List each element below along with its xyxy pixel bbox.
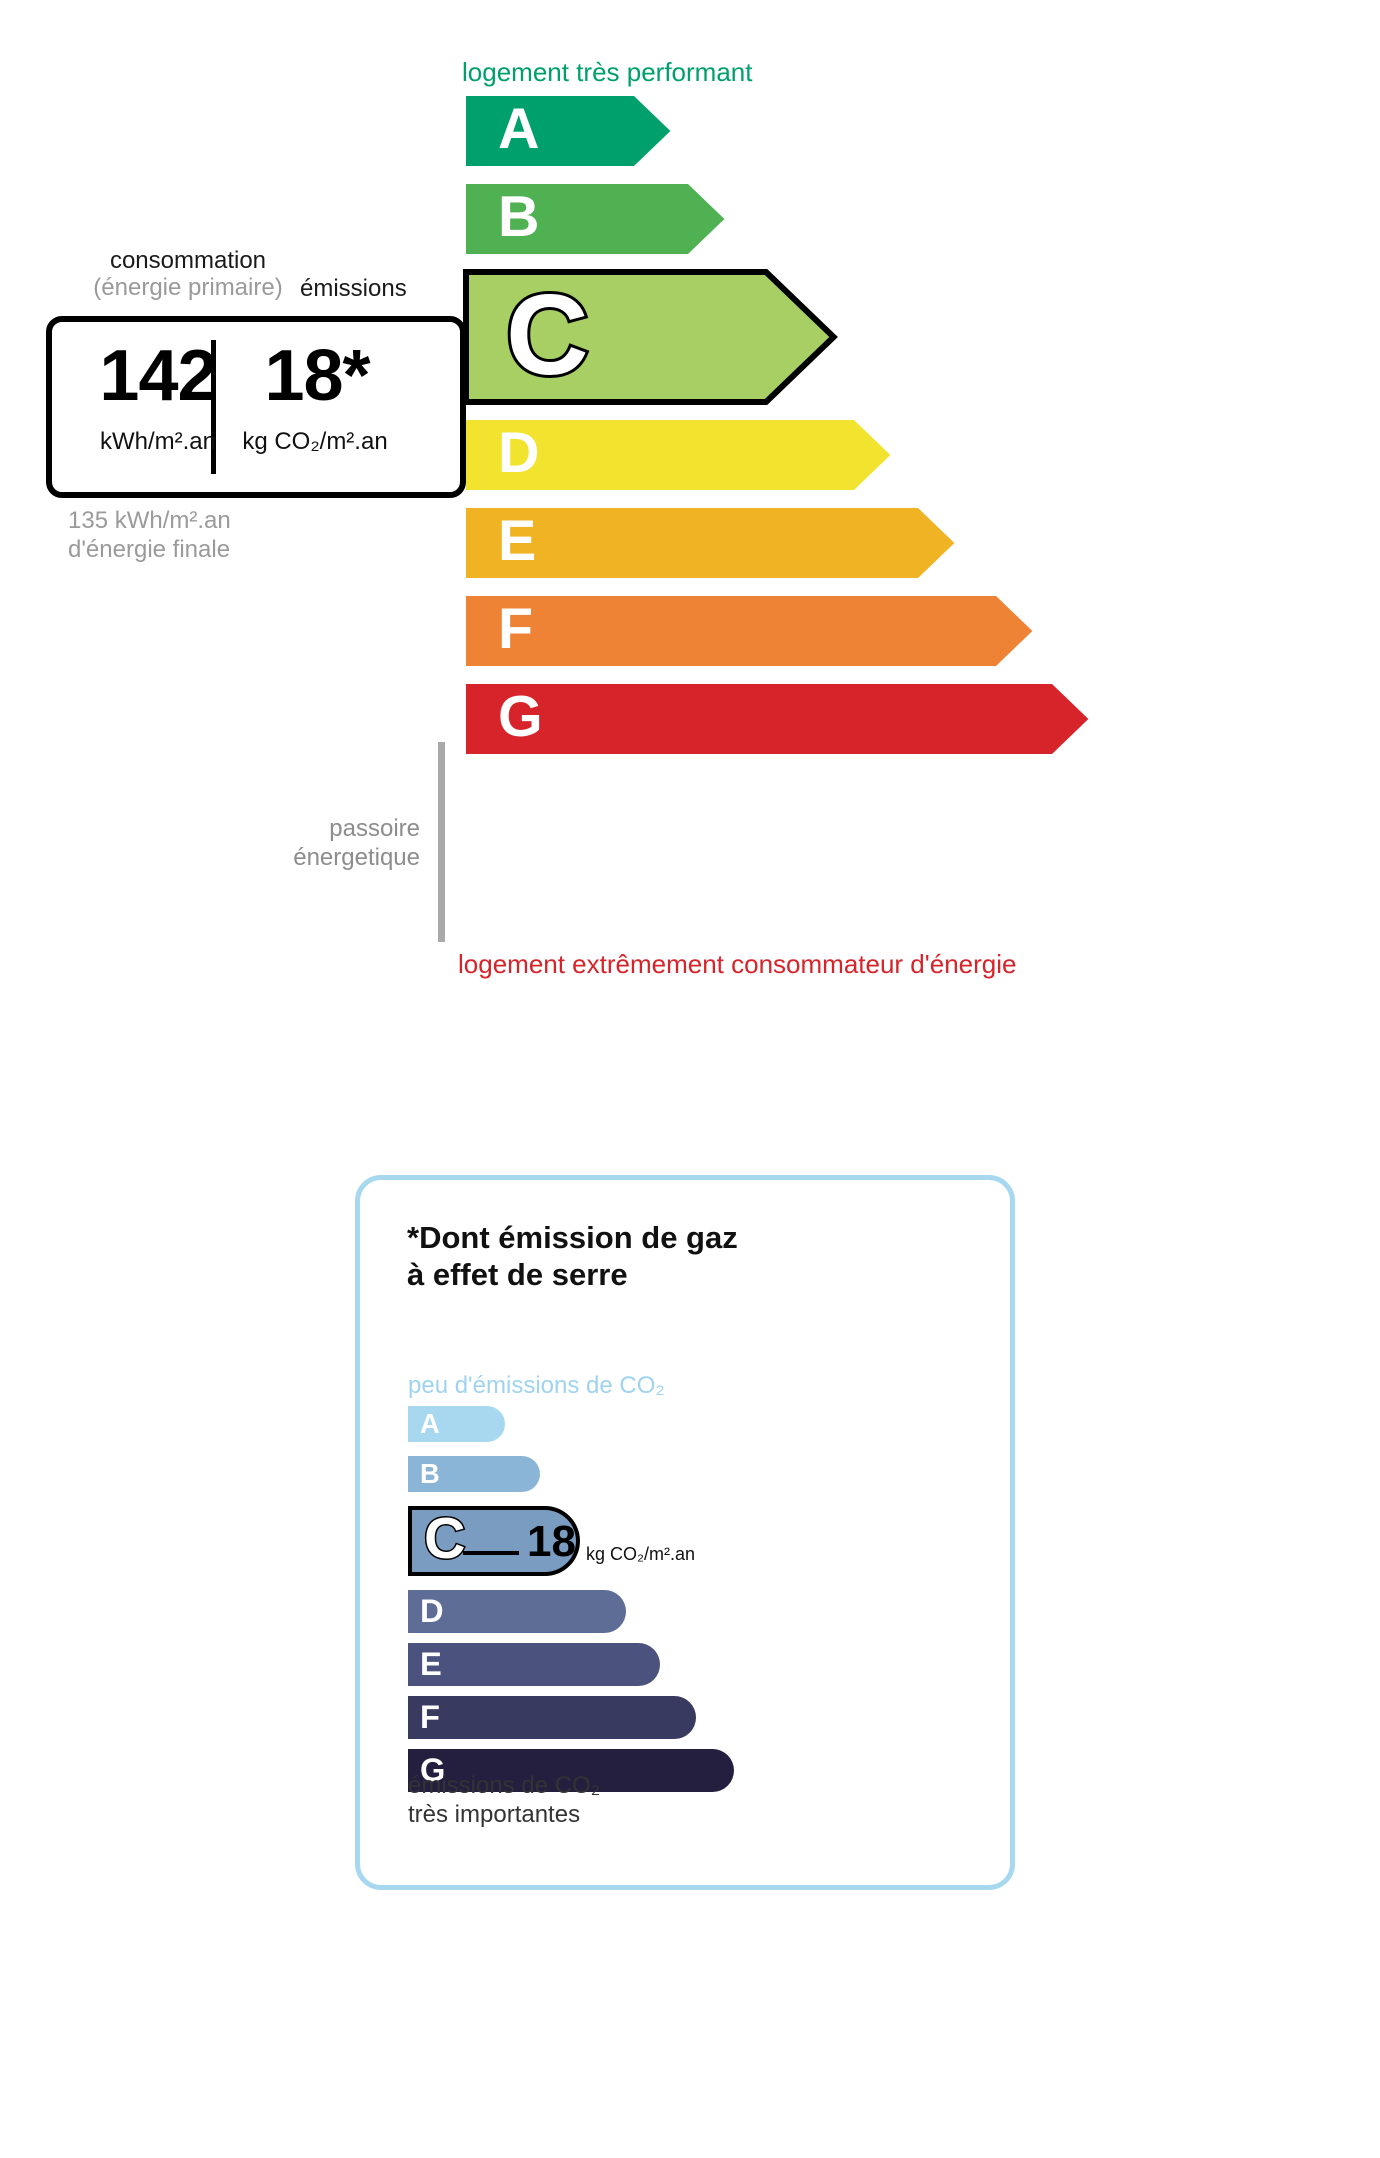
co2-value-unit: kg CO₂/m².an <box>586 1544 696 1564</box>
co2-letter-g: G <box>420 1750 446 1788</box>
co2-row-b: B <box>408 1456 540 1492</box>
emission-value: 18* <box>264 336 370 416</box>
co2-leader-line <box>463 1551 519 1555</box>
co2-row-f: F <box>408 1696 696 1739</box>
co2-letter-d: D <box>420 1591 444 1629</box>
co2-letter-e: E <box>420 1644 442 1682</box>
co2-value: 18 <box>527 1517 576 1566</box>
co2-row-c: C <box>408 1506 580 1576</box>
co2-row-a: A <box>408 1406 505 1442</box>
emissions-label: émissions <box>300 275 407 302</box>
co2-bottom-caption-line-1: émissions de CO₂ <box>408 1772 601 1799</box>
primary-energy-value: 142 <box>99 336 217 416</box>
co2-letter-f: F <box>420 1697 440 1735</box>
co2-letter-b: B <box>420 1457 440 1489</box>
co2-bottom-caption: émissions de CO₂ très importantes <box>408 1772 600 1830</box>
co2-row-d: D <box>408 1590 626 1633</box>
co2-bar-a <box>408 1406 505 1442</box>
co2-bar-g <box>408 1749 734 1792</box>
energy-class-letter-e: E <box>498 509 537 574</box>
primary-energy-unit: kWh/m².an <box>99 428 216 455</box>
final-energy-note: 135 kWh/m².an d'énergie finale <box>68 506 231 565</box>
emission-unit: kg CO₂/m².an <box>242 428 388 455</box>
energy-class-letter-g: G <box>498 685 543 750</box>
energy-class-letter-d: D <box>498 421 540 486</box>
co2-bar-f <box>408 1696 696 1739</box>
energy-arrow-g <box>466 684 1089 754</box>
passoire-marker-bar <box>438 742 445 942</box>
co2-bar-d <box>408 1590 626 1633</box>
co2-top-caption: peu d'émissions de CO₂ <box>408 1372 665 1399</box>
energy-class-letter-b: B <box>498 185 540 250</box>
co2-panel-title: *Dont émission de gaz à effet de serre <box>407 1220 738 1293</box>
energy-arrow-a <box>466 96 671 166</box>
consumption-label-main: consommation <box>109 247 267 274</box>
final-energy-line-1: 135 kWh/m².an <box>68 507 231 534</box>
top-caption: logement très performant <box>462 57 753 87</box>
energy-class-letter-f: F <box>498 597 534 662</box>
passoire-label: passoire énergetique <box>230 815 420 873</box>
energy-class-letter-a: A <box>498 97 540 162</box>
co2-bar-e <box>408 1643 660 1686</box>
co2-letter-a: A <box>420 1407 440 1439</box>
value-box-divider <box>211 340 216 474</box>
co2-panel: *Dont émission de gaz à effet de serre p… <box>355 1175 1015 1890</box>
co2-bar-c <box>408 1506 580 1576</box>
energy-arrow-b <box>466 184 725 254</box>
co2-bottom-caption-line-2: très importantes <box>408 1800 581 1828</box>
co2-bar-b <box>408 1456 540 1492</box>
consumption-label-sub: (énergie primaire) <box>93 273 283 301</box>
energy-arrow-d <box>466 420 891 490</box>
consumption-label: consommation (énergie primaire) <box>68 247 308 302</box>
co2-row-g: G <box>408 1749 734 1792</box>
final-energy-line-2: d'énergie finale <box>68 536 231 564</box>
co2-title-line-2: à effet de serre <box>407 1256 628 1292</box>
passoire-line-1: passoire <box>329 815 420 842</box>
passoire-line-2: énergetique <box>293 843 420 871</box>
co2-row-e: E <box>408 1643 660 1686</box>
bottom-caption: logement extrêmement consommateur d'éner… <box>458 949 1017 979</box>
value-box <box>46 316 466 498</box>
co2-letter-c: C <box>422 1507 466 1572</box>
co2-title-line-1: *Dont émission de gaz <box>407 1220 738 1255</box>
energy-arrow-c <box>463 269 838 405</box>
energy-arrow-f <box>466 596 1033 666</box>
energy-arrow-e <box>466 508 955 578</box>
energy-class-letter-c: C <box>503 270 592 399</box>
